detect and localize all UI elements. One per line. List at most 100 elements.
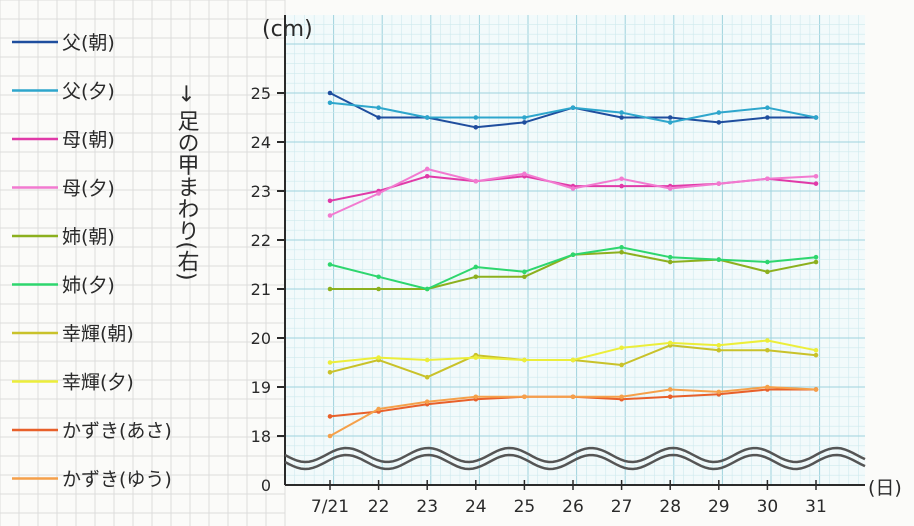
data-point (619, 362, 624, 368)
data-point (327, 262, 333, 267)
data-point (522, 394, 527, 400)
x-tick-label: 27 (611, 497, 633, 517)
data-point (570, 252, 576, 257)
x-tick-label: 31 (805, 497, 827, 517)
data-point (765, 105, 770, 110)
data-point (473, 274, 479, 280)
data-point (327, 198, 333, 204)
data-point (473, 178, 479, 184)
data-point (813, 352, 819, 358)
data-point (813, 181, 819, 186)
y-tick-label: 22 (251, 231, 271, 250)
data-point (667, 115, 673, 120)
data-point (376, 191, 381, 196)
data-point (327, 213, 333, 218)
legend-entry: 母(朝) (62, 129, 115, 151)
data-point (522, 115, 527, 120)
data-point (424, 357, 430, 363)
data-point (813, 387, 819, 392)
data-point (376, 355, 381, 360)
x-tick-label: 30 (757, 497, 779, 517)
data-point (716, 181, 722, 186)
data-point (716, 120, 722, 125)
data-point (327, 100, 333, 106)
y-tick-label: 20 (251, 329, 271, 348)
data-point (765, 384, 770, 390)
data-point (522, 120, 527, 125)
data-point (667, 259, 673, 265)
y-unit-label: (cm) (262, 17, 313, 42)
data-point (667, 186, 673, 191)
legend: 父(朝) 父(夕) 母(朝) 母(夕) 姉(朝) 姉(夕) 幸輝(朝) 幸輝(夕) かずき(あさ… (12, 32, 172, 491)
data-point (813, 254, 819, 260)
data-point (570, 105, 576, 110)
data-point (667, 120, 673, 125)
data-point (765, 259, 770, 265)
legend-entry: 父(朝) (62, 32, 115, 54)
data-point (376, 274, 381, 280)
data-point (327, 370, 333, 375)
data-point (765, 338, 770, 343)
data-point (522, 357, 527, 363)
legend-entry: かずき(ゆう) (62, 469, 172, 491)
data-point (327, 90, 333, 96)
x-tick-label: 28 (659, 497, 681, 517)
y-tick-label: 24 (251, 133, 271, 152)
data-point (424, 399, 430, 405)
data-point (424, 286, 430, 292)
data-point (765, 176, 770, 182)
data-point (813, 115, 819, 120)
series-lines (327, 90, 819, 439)
data-point (667, 387, 673, 392)
data-point (570, 357, 576, 363)
data-point (424, 115, 430, 120)
data-point (376, 115, 381, 120)
data-point (619, 345, 624, 351)
data-point (473, 115, 479, 120)
data-point (716, 343, 722, 348)
data-point (570, 186, 576, 191)
data-point (619, 394, 624, 400)
data-point (424, 166, 430, 172)
data-point (716, 347, 722, 353)
data-point (522, 274, 527, 280)
data-point (473, 125, 479, 130)
data-point (327, 414, 333, 419)
graph-paper-grid (0, 0, 865, 526)
data-point (424, 374, 430, 380)
y-tick-label: 18 (251, 427, 271, 446)
x-tick-label: 26 (562, 497, 584, 517)
y-tick-label: 25 (251, 84, 271, 103)
data-point (570, 394, 576, 400)
legend-entry: 父(夕) (62, 81, 115, 103)
data-point (619, 115, 624, 120)
data-point (522, 171, 527, 177)
data-point (619, 176, 624, 182)
data-point (813, 174, 819, 179)
data-point (813, 259, 819, 265)
x-tick-label: 22 (368, 497, 390, 517)
data-point (473, 355, 479, 360)
data-point (619, 183, 624, 189)
data-point (376, 406, 381, 412)
y-tick-label: 23 (251, 182, 271, 201)
data-point (667, 254, 673, 260)
x-tick-label: 29 (708, 497, 730, 517)
x-tick-label: 23 (416, 497, 438, 517)
vertical-measurement-label: → 足の甲まわり(右) (174, 84, 200, 281)
x-tick-label: 24 (465, 497, 487, 517)
legend-entry: 幸輝(夕) (62, 372, 134, 394)
data-point (813, 347, 819, 353)
data-point (716, 389, 722, 395)
legend-entry: かずき(あさ) (62, 420, 172, 442)
data-point (716, 257, 722, 262)
axis-break-mark (284, 446, 866, 464)
data-point (327, 433, 333, 439)
data-point (765, 269, 770, 275)
data-point (667, 394, 673, 400)
x-unit-label: (日) (868, 477, 902, 499)
y-tick-label: 21 (251, 280, 271, 299)
data-point (376, 105, 381, 110)
data-point (327, 360, 333, 365)
